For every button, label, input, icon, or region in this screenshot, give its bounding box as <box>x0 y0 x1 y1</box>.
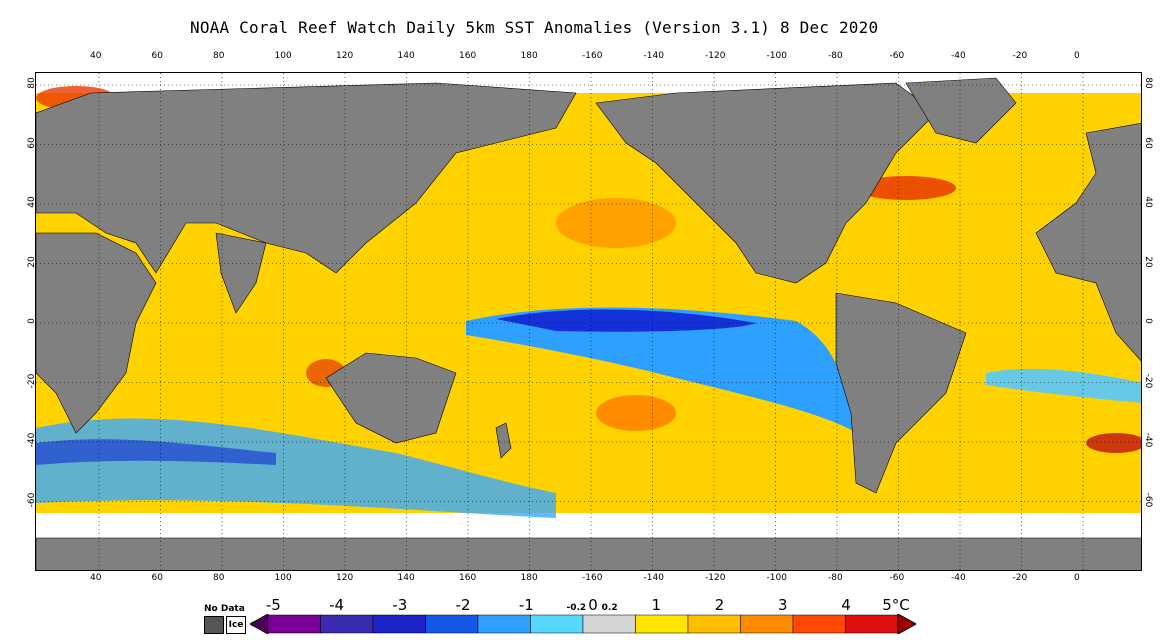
longitude-tick-top: -80 <box>828 51 843 61</box>
colorbar-segment <box>320 614 374 634</box>
south-pacific-warm <box>596 395 676 431</box>
north-pacific-warm <box>556 198 676 248</box>
colorbar-segment <box>372 614 426 634</box>
colorbar-tick-label: 0.2 <box>601 603 618 613</box>
longitude-tick-bottom: 100 <box>274 573 292 583</box>
colorbar-segment <box>845 614 899 634</box>
africa-landmass <box>36 232 157 434</box>
longitude-tick-top: 180 <box>520 51 538 61</box>
longitude-tick-top: 100 <box>274 51 292 61</box>
longitude-tick-top: -140 <box>643 51 664 61</box>
map-canvas <box>36 73 1141 570</box>
longitude-tick-top: 140 <box>397 51 415 61</box>
latitude-tick-right: 80 <box>1143 77 1153 89</box>
colorbar-segment <box>477 614 531 634</box>
colorbar-segment <box>687 614 741 634</box>
south-america-landmass <box>835 292 967 494</box>
colorbar-tick-label: 4 <box>841 596 851 614</box>
south-atlantic-cold <box>986 368 1141 403</box>
colorbar <box>250 614 916 634</box>
latitude-tick-right: -40 <box>1143 432 1153 448</box>
australia-landmass <box>325 352 457 444</box>
india-landmass <box>215 232 267 314</box>
colorbar-max-arrow <box>897 614 916 634</box>
latitude-tick-right: -60 <box>1143 492 1153 507</box>
colorbar-tick-label: 2 <box>714 596 725 614</box>
color-legend: No Data Ice -5 -4 -3 -2 -1 -0.2 0 0.2 1 2 3 4 5°C <box>200 596 920 636</box>
longitude-tick-bottom: 60 <box>151 573 163 583</box>
colorbar-segment <box>425 614 479 634</box>
longitude-tick-top: 40 <box>90 51 102 61</box>
colorbar-segment <box>792 614 846 634</box>
longitude-tick-bottom: 0 <box>1074 573 1080 583</box>
longitude-tick-bottom: -20 <box>1012 573 1028 583</box>
colorbar-tick-label: 5°C <box>882 596 910 614</box>
longitude-tick-top: -120 <box>705 51 726 61</box>
latitude-tick-right: 0 <box>1143 318 1153 324</box>
longitude-tick-top: -20 <box>1012 51 1028 61</box>
colorbar-tick-label: -3 <box>392 596 408 614</box>
colorbar-segment <box>582 614 636 634</box>
colorbar-segment <box>267 614 321 634</box>
longitude-tick-bottom: 180 <box>520 573 538 583</box>
longitude-tick-bottom: -140 <box>643 573 664 583</box>
longitude-tick-bottom: -120 <box>705 573 726 583</box>
colorbar-tick-label: -0.2 <box>566 603 587 613</box>
longitude-tick-bottom: -160 <box>582 573 603 583</box>
graticule-grid <box>36 73 1141 570</box>
longitude-tick-top: 0 <box>1074 51 1080 61</box>
longitude-tick-top: 80 <box>213 51 225 61</box>
map-area <box>35 72 1142 571</box>
longitude-tick-bottom: 160 <box>459 573 477 583</box>
southern-ocean-cold-core <box>36 439 276 465</box>
colorbar-tick-label: 0 <box>588 596 598 614</box>
longitude-tick-top: -40 <box>951 51 966 61</box>
no-data-swatch <box>204 616 224 634</box>
longitude-tick-bottom: -100 <box>766 573 787 583</box>
longitude-tick-bottom: 120 <box>336 573 354 583</box>
longitude-tick-bottom: 140 <box>397 573 415 583</box>
greenland-landmass <box>905 77 1017 144</box>
colorbar-tick-label: -5 <box>265 596 281 614</box>
longitude-tick-bottom: -60 <box>889 573 905 583</box>
map-title: NOAA Coral Reef Watch Daily 5km SST Anom… <box>190 18 879 37</box>
antarctica-landmass <box>36 537 1141 570</box>
gulf-stream-warm <box>856 176 956 200</box>
north-america-landmass <box>595 82 937 284</box>
longitude-tick-top: 120 <box>336 51 354 61</box>
longitude-tick-bottom: -80 <box>828 573 843 583</box>
latitude-tick-right: 40 <box>1143 196 1153 208</box>
longitude-tick-top: 60 <box>151 51 163 61</box>
colorbar-tick-label: 1 <box>651 596 662 614</box>
longitude-tick-bottom: -40 <box>951 573 966 583</box>
land-masses <box>36 77 1141 570</box>
equatorial-cold-tongue <box>466 307 856 433</box>
south-atlantic-warm <box>1086 433 1141 453</box>
longitude-tick-top: -100 <box>766 51 787 61</box>
colorbar-tick-label: -4 <box>329 596 345 614</box>
colorbar-segment <box>740 614 794 634</box>
colorbar-tick-label: 3 <box>778 596 788 614</box>
latitude-tick-right: -20 <box>1143 373 1153 388</box>
colorbar-tick-label: -2 <box>455 596 471 614</box>
colorbar-tick-label: -1 <box>518 596 534 614</box>
ice-swatch: Ice <box>226 616 246 634</box>
longitude-tick-top: 160 <box>459 51 477 61</box>
colorbar-segment <box>530 614 584 634</box>
longitude-tick-top: -60 <box>889 51 905 61</box>
longitude-tick-bottom: 80 <box>213 573 225 583</box>
latitude-tick-right: 60 <box>1143 136 1153 149</box>
colorbar-segment <box>635 614 689 634</box>
latitude-tick-right: 20 <box>1143 255 1153 268</box>
ice-label: Ice <box>228 620 244 630</box>
longitude-tick-top: -160 <box>582 51 603 61</box>
europe-africa-east-landmass <box>1035 123 1141 362</box>
colorbar-min-arrow <box>250 614 269 634</box>
equatorial-cold-core <box>496 309 756 332</box>
new-zealand-landmass <box>495 422 512 459</box>
no-data-label: No Data <box>204 604 245 614</box>
longitude-tick-bottom: 40 <box>90 573 102 583</box>
